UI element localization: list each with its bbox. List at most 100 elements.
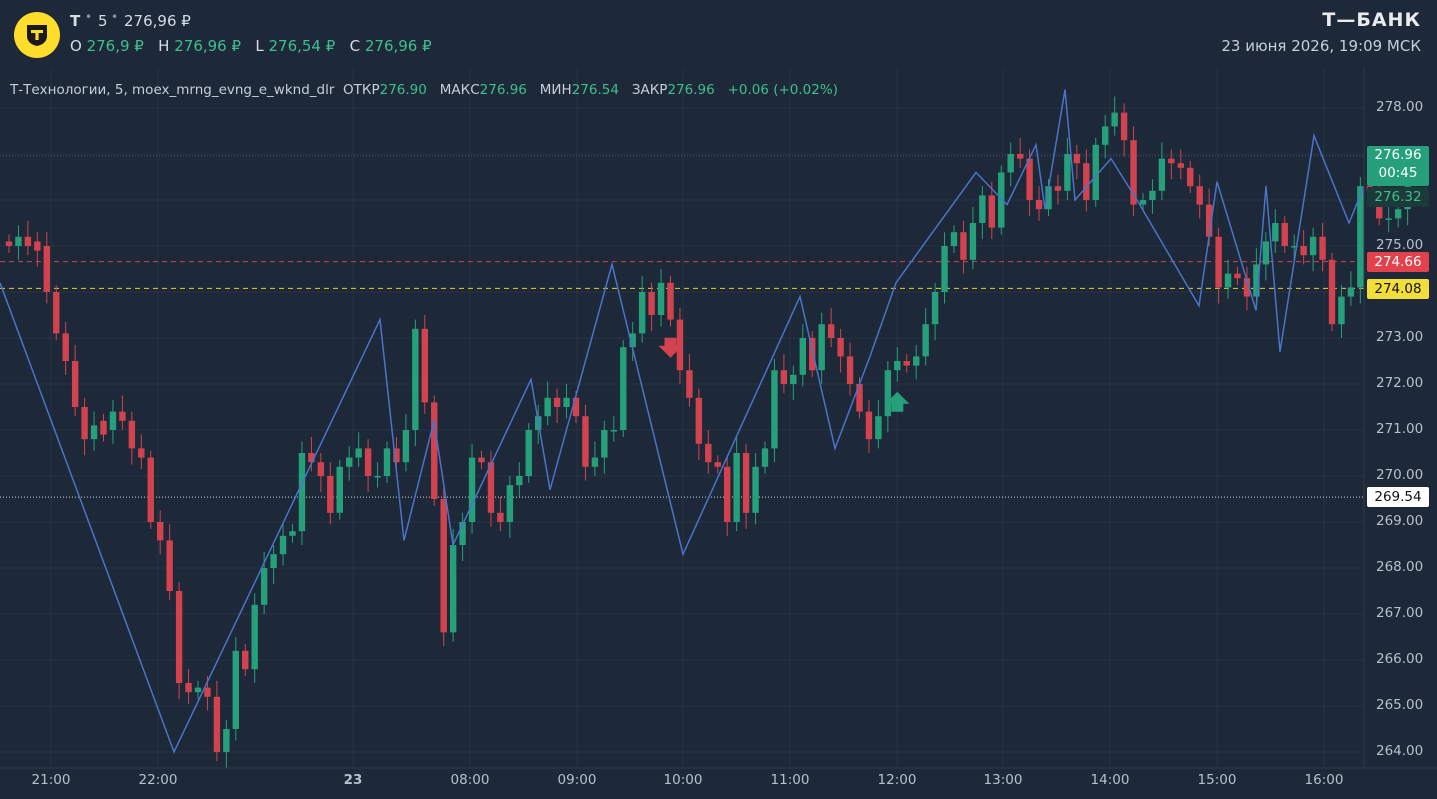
candle-body	[506, 485, 514, 522]
candle-body	[563, 397, 570, 407]
y-tick-label: 266.00	[1376, 651, 1424, 667]
candle-body	[204, 687, 211, 697]
crosshair-price-label: 269.54	[1367, 487, 1429, 507]
candle-body	[742, 453, 750, 513]
candle-body	[1243, 278, 1251, 297]
ticker-symbol[interactable]: T	[70, 12, 81, 30]
x-tick-label: 16:00	[1304, 772, 1344, 788]
last-price-label: 276.96 00:45	[1367, 146, 1429, 186]
candle-body	[298, 453, 306, 532]
candle-body	[601, 430, 608, 458]
candle-body	[260, 568, 268, 605]
candle-body	[1205, 204, 1213, 237]
candle-body	[572, 397, 580, 417]
candle-body	[449, 545, 457, 633]
candle-body	[223, 729, 230, 752]
candle-body	[733, 453, 740, 522]
candle-body	[1394, 209, 1402, 219]
chart-header: T • 5 • 276,96 ₽ O 276,9 ₽ H 276,96 ₽ L …	[0, 0, 1437, 68]
candle-body	[591, 457, 599, 467]
candle-body	[431, 402, 438, 499]
candle-body	[1130, 140, 1137, 205]
candle-body	[393, 448, 400, 463]
candle-body	[62, 333, 69, 361]
candle-body	[1196, 186, 1203, 205]
candle-body	[1224, 273, 1232, 288]
candle-body	[553, 397, 561, 407]
y-tick-label: 273.00	[1376, 329, 1424, 345]
candle-body	[1338, 296, 1345, 325]
candle-body	[827, 324, 835, 338]
high-label: H	[158, 37, 170, 55]
candle-body	[100, 420, 107, 435]
candle-body	[969, 223, 977, 260]
candle-body	[676, 319, 684, 371]
candle-body	[1300, 246, 1307, 256]
candle-body	[1177, 163, 1184, 168]
candle-body	[705, 443, 712, 463]
price-chart[interactable]	[0, 68, 1437, 799]
legend-open-label: ОТКР	[343, 82, 380, 98]
candle-body	[922, 324, 929, 357]
candle-body	[1073, 154, 1081, 164]
low-label: L	[255, 37, 264, 55]
candle-body	[15, 236, 22, 246]
y-tick-label: 275.00	[1376, 237, 1424, 253]
candle-body	[1035, 200, 1043, 210]
candle-body	[242, 650, 249, 670]
legend-close-value: 276.96	[667, 82, 715, 98]
y-tick-label: 272.00	[1376, 375, 1424, 391]
candle-body	[818, 324, 825, 371]
candles	[5, 96, 1411, 769]
horizontal-lines	[0, 155, 1364, 498]
candle-body	[1385, 218, 1392, 220]
candle-body	[667, 282, 674, 320]
y-tick-label: 265.00	[1376, 697, 1424, 713]
x-tick-label: 13:00	[983, 772, 1023, 788]
candle-body	[941, 246, 948, 292]
candle-body	[346, 457, 353, 467]
signal-arrows	[658, 337, 910, 412]
high-value: 276,96 ₽	[174, 37, 242, 55]
candle-body	[865, 411, 873, 440]
candle-body	[1111, 112, 1118, 127]
candle-body	[582, 416, 589, 467]
y-tick-label: 271.00	[1376, 421, 1424, 437]
candle-body	[43, 246, 50, 292]
candle-body	[516, 476, 523, 486]
candle-body	[194, 687, 202, 693]
sell-arrow-icon	[658, 337, 683, 358]
x-tick-label: 08:00	[450, 772, 490, 788]
candle-body	[913, 356, 920, 366]
candle-body	[412, 328, 419, 430]
candle-body	[884, 370, 892, 417]
candle-body	[610, 430, 617, 432]
candle-body	[459, 522, 466, 545]
current-price: 276,96 ₽	[124, 12, 191, 30]
candle-body	[289, 531, 296, 536]
candle-body	[629, 333, 636, 348]
legend-low-label: МИН	[539, 82, 572, 98]
x-tick-label: 12:00	[877, 772, 917, 788]
legend-name: Т-Технологии, 5, moex_mrng_evng_e_wknd_d…	[10, 82, 335, 98]
zigzag-line	[0, 89, 1365, 754]
candle-body	[837, 338, 844, 357]
candle-body	[468, 457, 476, 522]
candle-body	[440, 499, 447, 633]
candle-body	[525, 430, 532, 476]
candle-body	[1291, 246, 1298, 248]
candle-body	[24, 236, 32, 246]
candle-body	[1120, 112, 1128, 141]
candle-body	[875, 416, 882, 440]
close-label: C	[349, 37, 361, 55]
x-tick-label: 22:00	[138, 772, 178, 788]
candle-body	[402, 430, 410, 463]
candle-body	[780, 370, 788, 384]
candle-body	[1026, 158, 1033, 200]
candle-body	[119, 411, 126, 421]
candle-body	[1281, 223, 1288, 246]
candle-body	[1357, 186, 1364, 288]
interval[interactable]: 5	[98, 12, 108, 30]
x-tick-label: 23	[343, 772, 363, 788]
candle-body	[1007, 154, 1014, 173]
